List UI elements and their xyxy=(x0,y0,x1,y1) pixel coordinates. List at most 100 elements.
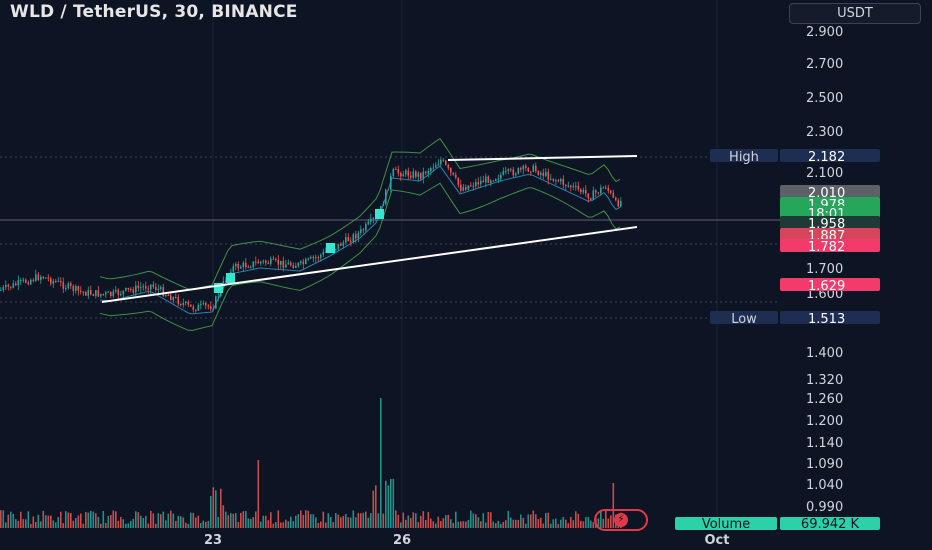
volume-bar xyxy=(122,519,125,528)
volume-bar xyxy=(582,521,585,528)
candle-body xyxy=(612,192,615,198)
candle-body xyxy=(505,170,507,172)
candle-body xyxy=(617,200,620,207)
price-tick-label: 1.700 xyxy=(806,262,843,277)
candle-body xyxy=(182,303,185,305)
volume-bar xyxy=(542,523,545,528)
candle-body xyxy=(105,292,107,295)
volume-bar xyxy=(497,520,500,528)
lightning-icon[interactable]: ⚡ xyxy=(594,509,648,531)
bolt-icon: ⚡ xyxy=(614,513,628,527)
volume-bar xyxy=(530,514,532,528)
volume-bar xyxy=(272,523,275,528)
candle-body xyxy=(502,171,505,175)
candle-body xyxy=(232,266,235,272)
candle-body xyxy=(342,242,345,246)
volume-bar xyxy=(405,519,407,528)
candle-body xyxy=(125,287,127,291)
candle-body xyxy=(295,266,297,269)
volume-bar xyxy=(102,511,105,528)
candle-body xyxy=(577,185,580,190)
candle-body xyxy=(197,305,200,311)
candle-body xyxy=(127,287,130,290)
candle-body xyxy=(92,294,95,296)
volume-bar xyxy=(190,512,192,528)
volume-bar xyxy=(262,515,265,528)
volume-bar xyxy=(570,516,572,528)
candle-body xyxy=(407,170,410,176)
candle-body xyxy=(85,292,87,296)
price-tick-label: 1.140 xyxy=(806,436,843,451)
volume-bar xyxy=(327,513,330,528)
volume-bar xyxy=(527,514,530,528)
volume-bar xyxy=(520,514,522,528)
candle-body xyxy=(70,283,72,286)
candle-body xyxy=(382,204,385,206)
candle-body xyxy=(12,283,15,288)
signal-marker xyxy=(226,273,235,283)
candle-body xyxy=(520,167,522,170)
candle-body xyxy=(435,165,437,168)
volume-bar xyxy=(60,511,62,528)
candle-body xyxy=(195,309,197,311)
price-tick-label: 1.040 xyxy=(806,478,843,493)
volume-bar xyxy=(592,522,595,528)
candle-body xyxy=(557,180,560,182)
volume-bar xyxy=(192,512,195,528)
candle-body xyxy=(535,165,537,171)
candle-body xyxy=(130,289,132,291)
currency-button[interactable]: USDT xyxy=(789,3,921,24)
price-tag xyxy=(780,239,880,252)
candle-body xyxy=(360,229,362,233)
volume-bar xyxy=(177,515,180,528)
candle-body xyxy=(465,187,467,190)
candle-body xyxy=(97,290,100,297)
candle-body xyxy=(170,295,172,301)
candle-body xyxy=(145,286,147,289)
candle-body xyxy=(42,276,45,279)
volume-bar xyxy=(500,523,502,528)
candle-body xyxy=(460,184,462,191)
candle-body xyxy=(397,169,400,174)
volume-bar xyxy=(87,512,90,528)
candle-body xyxy=(340,243,342,246)
candle-body xyxy=(250,267,252,269)
volume-bar xyxy=(432,521,435,528)
volume-bar xyxy=(2,510,5,528)
volume-bar xyxy=(117,520,120,528)
candle-body xyxy=(550,178,552,180)
price-tag-value: 1.513 xyxy=(808,312,845,327)
volume-bar xyxy=(467,520,470,528)
volume-bar xyxy=(97,516,100,528)
candle-body xyxy=(610,190,612,193)
candle-body xyxy=(542,172,545,176)
candle-body xyxy=(432,167,435,169)
candle-body xyxy=(62,282,65,289)
volume-bar xyxy=(200,523,202,528)
volume-bar xyxy=(387,485,390,528)
volume-bar xyxy=(47,515,50,528)
volume-bar xyxy=(515,519,517,528)
volume-bar xyxy=(202,520,205,528)
volume-bar xyxy=(512,519,515,528)
volume-bar xyxy=(377,513,380,528)
volume-bar xyxy=(552,519,555,528)
volume-bar xyxy=(332,522,335,528)
candle-body xyxy=(565,184,567,186)
candle-body xyxy=(212,308,215,310)
signal-marker xyxy=(326,243,335,253)
candle-body xyxy=(215,296,217,309)
candle-body xyxy=(527,168,530,172)
candle-body xyxy=(580,189,582,193)
volume-bar xyxy=(427,511,430,528)
volume-bar xyxy=(535,514,537,528)
volume-bar xyxy=(375,485,377,528)
volume-bar xyxy=(275,521,277,528)
candle-body xyxy=(387,189,390,191)
candle-body xyxy=(467,185,470,190)
volume-bar xyxy=(510,517,512,528)
volume-bar xyxy=(567,523,570,528)
volume-bar xyxy=(145,515,147,528)
candle-body xyxy=(600,187,602,194)
